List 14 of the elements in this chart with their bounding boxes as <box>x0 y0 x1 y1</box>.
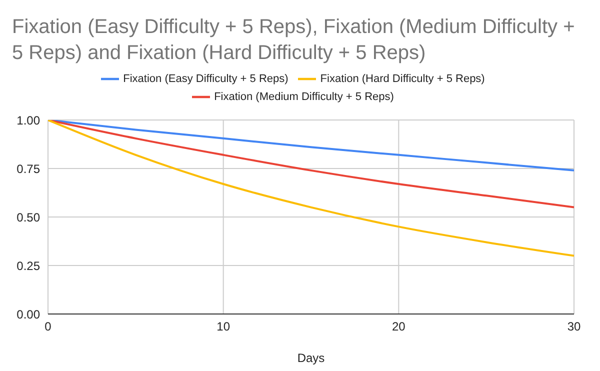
x-tick-label: 30 <box>567 320 581 334</box>
y-tick-label: 1.00 <box>16 113 40 128</box>
y-tick-label: 0.25 <box>16 258 40 273</box>
x-tick-label: 0 <box>44 320 52 334</box>
legend-label: Fixation (Easy Difficulty + 5 Reps) <box>123 72 288 85</box>
x-tick-label: 10 <box>216 320 230 334</box>
legend-label: Fixation (Medium Difficulty + 5 Reps) <box>214 90 394 103</box>
chart-title: Fixation (Easy Difficulty + 5 Reps), Fixation (Medium Difficulty + 5 Reps) and Fixation (Hard Difficulty + 5 Reps) <box>11 15 576 66</box>
x-axis-title: Days <box>297 351 325 365</box>
y-tick-label: 0.75 <box>16 162 40 176</box>
y-tick-label: 0.00 <box>16 307 40 322</box>
legend-label: Fixation (Hard Difficulty + 5 Reps) <box>320 72 485 85</box>
y-tick-label: 0.50 <box>16 210 40 224</box>
x-tick-label: 20 <box>392 320 406 334</box>
